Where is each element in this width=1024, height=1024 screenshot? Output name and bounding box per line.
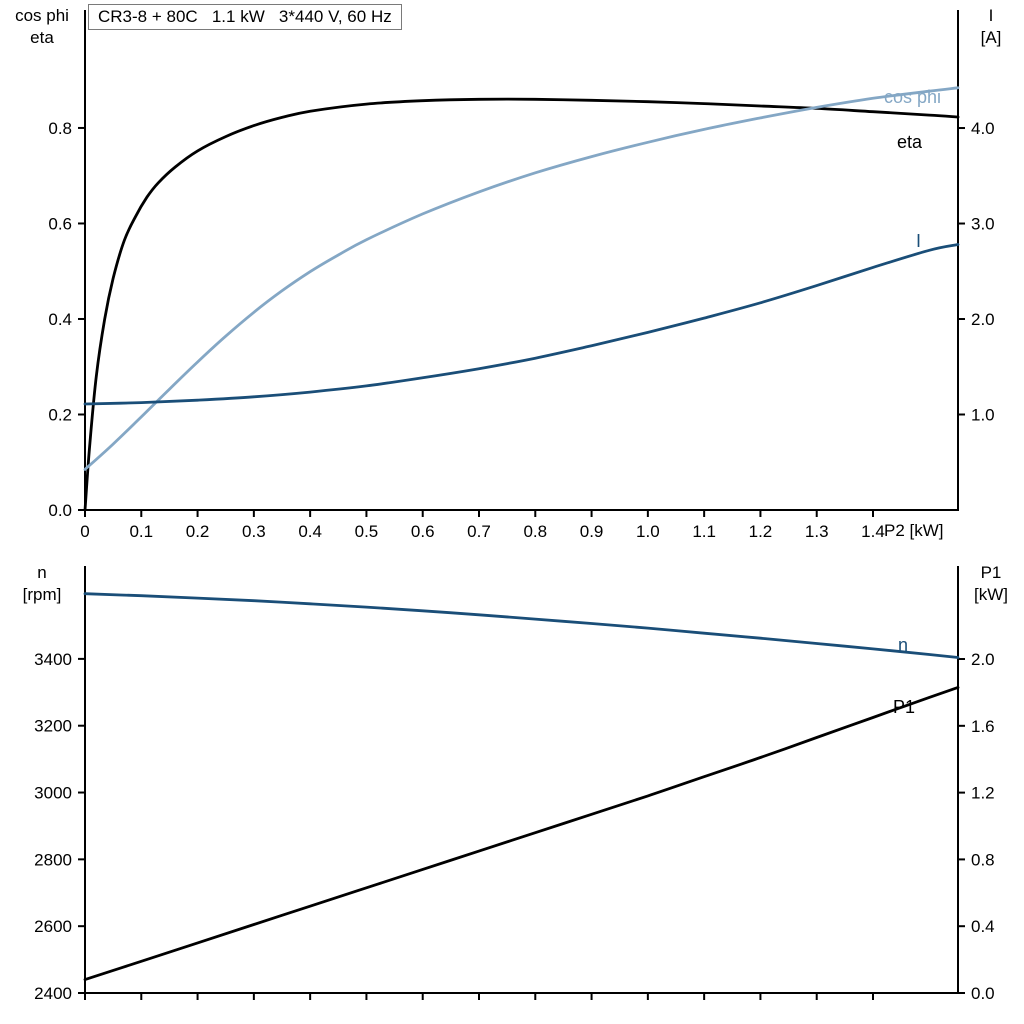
lower-yleft-tick-label: 2600 xyxy=(34,917,72,936)
upper-x-tick-label: 0.7 xyxy=(467,522,491,541)
upper-yright-tick-label: 3.0 xyxy=(971,215,995,234)
upper-x-tick-label: 0.2 xyxy=(186,522,210,541)
kw-unit-label: [kW] xyxy=(974,585,1008,604)
lower-right-axis-label: P1 [kW] xyxy=(965,562,1017,606)
upper-x-tick-label: 0 xyxy=(80,522,89,541)
rpm-unit-label: [rpm] xyxy=(22,585,62,604)
current-axis-label: I xyxy=(988,6,994,25)
x-axis-unit-label: P2 [kW] xyxy=(884,521,944,540)
speed-axis-label: n xyxy=(37,563,47,582)
lower-yleft-tick-label: 3000 xyxy=(34,784,72,803)
chart-title-box: CR3-8 + 80C 1.1 kW 3*440 V, 60 Hz xyxy=(88,4,402,30)
upper-x-tick-label: 0.9 xyxy=(580,522,604,541)
curve-p1 xyxy=(83,686,960,981)
curve-label-cos-phi: cos phi xyxy=(884,87,941,107)
upper-right-axis-label: I [A] xyxy=(965,5,1017,49)
upper-x-tick-label: 1.0 xyxy=(636,522,660,541)
upper-yright-tick-label: 4.0 xyxy=(971,119,995,138)
lower-yleft-tick-label: 2400 xyxy=(34,984,72,1003)
upper-x-tick-label: 1.1 xyxy=(692,522,716,541)
curve-label-current: I xyxy=(916,231,921,251)
curve-eta xyxy=(83,97,960,512)
upper-left-axis-label: cos phi eta xyxy=(2,5,82,49)
upper-plot-frame xyxy=(84,10,959,511)
lower-yright-tick-label: 0.8 xyxy=(971,850,995,869)
upper-x-tick-label: 1.3 xyxy=(805,522,829,541)
upper-yright-tick-label: 1.0 xyxy=(971,406,995,425)
upper-x-tick-label: 0.6 xyxy=(411,522,435,541)
upper-x-tick-label: 1.2 xyxy=(749,522,773,541)
upper-x-tick-label: 0.3 xyxy=(242,522,266,541)
upper-yleft-tick-label: 0.4 xyxy=(48,310,72,329)
curve-label-p1: P1 xyxy=(893,697,915,717)
upper-x-tick-label: 0.8 xyxy=(523,522,547,541)
lower-yright-tick-label: 0.4 xyxy=(971,917,995,936)
upper-x-tick-label: 1.4 xyxy=(861,522,885,541)
upper-x-tick-label: 0.4 xyxy=(298,522,322,541)
curve-current xyxy=(83,243,960,406)
lower-yright-tick-label: 1.2 xyxy=(971,784,995,803)
upper-yleft-tick-label: 0.0 xyxy=(48,501,72,520)
upper-x-tick-label: 0.5 xyxy=(355,522,379,541)
lower-yleft-tick-label: 3200 xyxy=(34,717,72,736)
upper-yleft-tick-label: 0.2 xyxy=(48,405,72,424)
lower-yright-tick-label: 0.0 xyxy=(971,984,995,1003)
upper-yleft-tick-label: 0.6 xyxy=(48,214,72,233)
lower-yright-tick-label: 2.0 xyxy=(971,650,995,669)
curve-label-speed: n xyxy=(898,635,908,655)
cos-phi-axis-label: cos phi xyxy=(15,6,69,25)
eta-axis-label: eta xyxy=(30,28,54,47)
curve-label-eta: eta xyxy=(897,132,923,152)
lower-left-axis-label: n [rpm] xyxy=(2,562,82,606)
ampere-unit-label: [A] xyxy=(980,28,1002,47)
lower-yleft-tick-label: 2800 xyxy=(34,850,72,869)
upper-yleft-tick-label: 0.8 xyxy=(48,119,72,138)
curve-cos-phi xyxy=(83,86,960,471)
lower-yright-tick-label: 1.6 xyxy=(971,717,995,736)
curve-speed xyxy=(83,592,960,659)
p1-axis-label: P1 xyxy=(980,563,1002,582)
upper-yright-tick-label: 2.0 xyxy=(971,310,995,329)
lower-plot-frame xyxy=(84,566,959,994)
upper-x-tick-label: 0.1 xyxy=(129,522,153,541)
lower-yleft-tick-label: 3400 xyxy=(34,650,72,669)
